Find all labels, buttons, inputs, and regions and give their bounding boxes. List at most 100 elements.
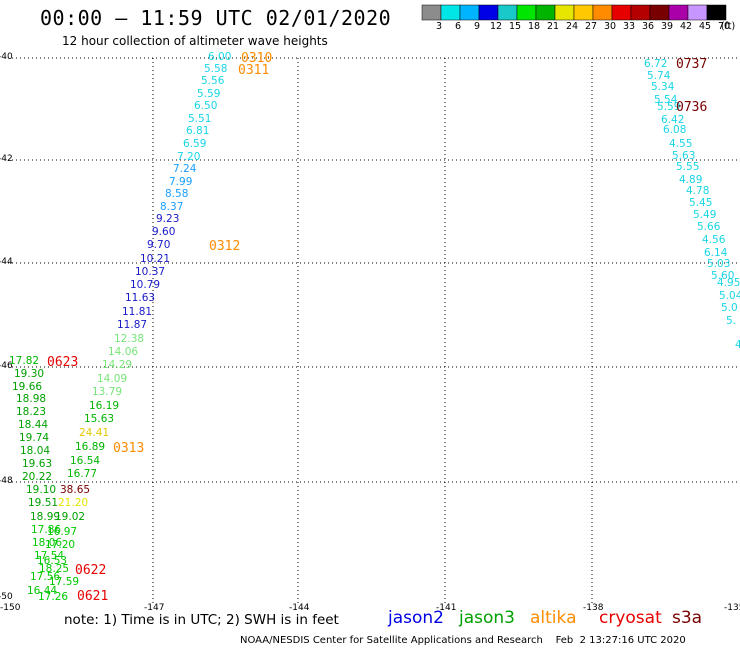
lon-label: -150 (0, 603, 21, 613)
wave-height-value: 5.58 (204, 63, 228, 75)
legend-s3a: s3a (672, 608, 703, 628)
wave-height-value: 4 (735, 339, 740, 351)
wave-height-value: 5.55 (676, 161, 700, 173)
wave-height-value: 18.44 (18, 419, 49, 431)
color-scale-label: 36 (641, 21, 655, 32)
color-scale-swatch (516, 4, 537, 21)
wave-height-value: 9.60 (152, 226, 176, 238)
wave-height-value: 16.77 (67, 468, 98, 480)
color-scale-label: 9 (473, 21, 481, 32)
color-scale-label: 30 (603, 21, 617, 32)
color-scale-swatch (535, 4, 556, 21)
wave-height-value: 9.23 (156, 213, 180, 225)
color-scale-swatch (554, 4, 575, 21)
wave-height-value: 8.58 (165, 188, 189, 200)
lat-label: -42 (0, 154, 13, 164)
color-scale-label: 24 (565, 21, 579, 32)
wave-height-value: 17.54 (34, 550, 65, 562)
wave-height-value: 21.20 (58, 497, 89, 509)
wave-height-value: 4.95 (717, 277, 740, 289)
wave-height-value: 20.22 (22, 471, 53, 483)
pass-time-label: 0310 (241, 51, 273, 66)
wave-height-value: 17.26 (38, 591, 69, 603)
wave-height-value: 18.98 (16, 393, 47, 405)
wave-height-value: 5.59 (657, 101, 681, 113)
wave-height-value: 6.08 (663, 124, 687, 136)
color-scale-label: 12 (489, 21, 503, 32)
color-scale-label: 3 (435, 21, 443, 32)
color-scale-label: 45 (698, 21, 712, 32)
wave-height-value: 4.56 (702, 234, 726, 246)
lon-label: -141 (436, 603, 457, 613)
legend-jason3: jason3 (459, 608, 515, 628)
wave-height-value: 38.65 (60, 484, 91, 496)
pass-time-label: 0313 (113, 441, 145, 456)
wave-height-value: 5. (726, 315, 737, 327)
wave-height-value: 7.20 (177, 151, 201, 163)
wave-height-value: 5.66 (697, 221, 721, 233)
color-scale-label: 18 (527, 21, 541, 32)
wave-height-value: 17.86 (31, 524, 62, 536)
pass-time-label: 0623 (47, 355, 79, 370)
pass-time-label: 0737 (676, 57, 708, 72)
wave-height-value: 5.04 (719, 290, 740, 302)
wave-height-value: 16.97 (47, 526, 78, 538)
legend-jason2: jason2 (388, 608, 444, 628)
wave-height-value: 16.53 (37, 555, 68, 567)
wave-height-value: 14.06 (108, 346, 139, 358)
credit-line: NOAA/NESDIS Center for Satellite Applica… (240, 635, 686, 646)
page-title: 00:00 – 11:59 UTC 02/01/2020 (40, 6, 392, 30)
color-scale-swatch (459, 4, 480, 21)
wave-height-value: 6.72 (644, 58, 668, 70)
color-scale-bar (421, 4, 727, 21)
lat-lon-grid (8, 57, 738, 603)
wave-height-value: 5.49 (693, 209, 717, 221)
wave-height-value: 18.06 (32, 537, 63, 549)
wave-height-value: 10.37 (135, 266, 166, 278)
wave-height-value: 7.24 (173, 163, 197, 175)
wave-height-value: 11.87 (117, 319, 148, 331)
wave-height-value: 9.70 (147, 239, 171, 251)
wave-height-value: 14.29 (102, 359, 133, 371)
color-scale-swatch (440, 4, 461, 21)
wave-height-value: 5.0 (721, 302, 738, 314)
color-scale-label: 15 (508, 21, 522, 32)
color-scale-swatch (478, 4, 499, 21)
lat-label: -46 (0, 361, 13, 371)
color-scale-swatch (668, 4, 689, 21)
wave-height-value: 18.04 (20, 445, 51, 457)
pass-time-label: 0736 (676, 100, 708, 115)
wave-height-value: 10.79 (130, 279, 161, 291)
wave-height-value: 8.37 (160, 201, 184, 213)
lat-label: -40 (0, 52, 13, 62)
pass-time-label: 0311 (238, 63, 270, 78)
wave-height-value: 12.38 (114, 333, 145, 345)
color-scale-swatch (421, 4, 442, 21)
color-scale-label: 39 (660, 21, 674, 32)
wave-height-value: 11.81 (122, 306, 153, 318)
color-scale-swatch (497, 4, 518, 21)
wave-height-value: 19.63 (22, 458, 53, 470)
color-scale-swatch (630, 4, 651, 21)
wave-height-value: 24.41 (79, 427, 110, 439)
wave-height-value: 10.21 (140, 253, 171, 265)
color-scale-swatch (706, 4, 727, 21)
color-scale-swatch (687, 4, 708, 21)
wave-height-value: 5.74 (647, 70, 671, 82)
wave-height-value: 5.54 (654, 94, 678, 106)
wave-height-value: 6.50 (194, 100, 218, 112)
color-scale-label: 33 (622, 21, 636, 32)
wave-height-value: 4.55 (669, 138, 693, 150)
wave-height-value: 18.99 (30, 511, 61, 523)
lat-label: -50 (0, 592, 13, 602)
wave-height-value: 19.30 (14, 368, 45, 380)
lon-label: -135 (724, 603, 740, 613)
color-scale-label: 70 (717, 21, 731, 32)
wave-height-value: 17.20 (45, 539, 76, 551)
wave-height-value: 19.74 (19, 432, 50, 444)
wave-height-value: 16.89 (75, 441, 106, 453)
wave-height-value: 16.54 (70, 455, 101, 467)
wave-height-value: 6.42 (661, 114, 685, 126)
page-subtitle: 12 hour collection of altimeter wave hei… (62, 34, 328, 48)
